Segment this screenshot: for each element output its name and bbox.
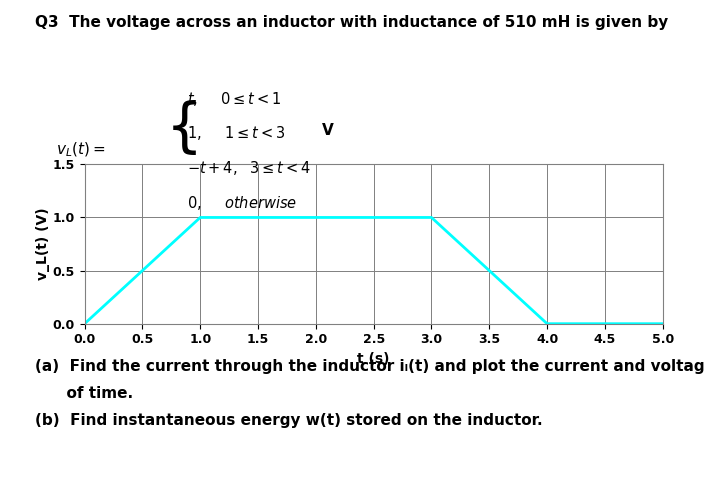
Text: $\mathbf{V}$: $\mathbf{V}$ [321,122,334,138]
Text: $0,$    $\mathit{otherwise}$: $0,$ $\mathit{otherwise}$ [187,194,297,212]
Text: (a)  Find the current through the inductor iₗ(t) and plot the current and voltag: (a) Find the current through the inducto… [35,359,705,374]
Text: (b)  Find instantaneous energy w(t) stored on the inductor.: (b) Find instantaneous energy w(t) store… [35,413,543,428]
Text: Q3  The voltage across an inductor with inductance of 510 mH is given by: Q3 The voltage across an inductor with i… [35,15,668,30]
Text: of time.: of time. [35,386,133,401]
Y-axis label: v_L(t) (V): v_L(t) (V) [36,208,50,280]
Text: $-t+4,\ \ 3 \leq t < 4$: $-t+4,\ \ 3 \leq t < 4$ [187,159,310,177]
Text: $t,$    $0 \leq t < 1$: $t,$ $0 \leq t < 1$ [187,90,281,108]
Text: $v_L(t) =$: $v_L(t) =$ [56,140,106,158]
X-axis label: t (s): t (s) [357,352,390,366]
Text: {: { [166,100,203,156]
Text: $1,$    $1 \leq t < 3$: $1,$ $1 \leq t < 3$ [187,124,285,142]
